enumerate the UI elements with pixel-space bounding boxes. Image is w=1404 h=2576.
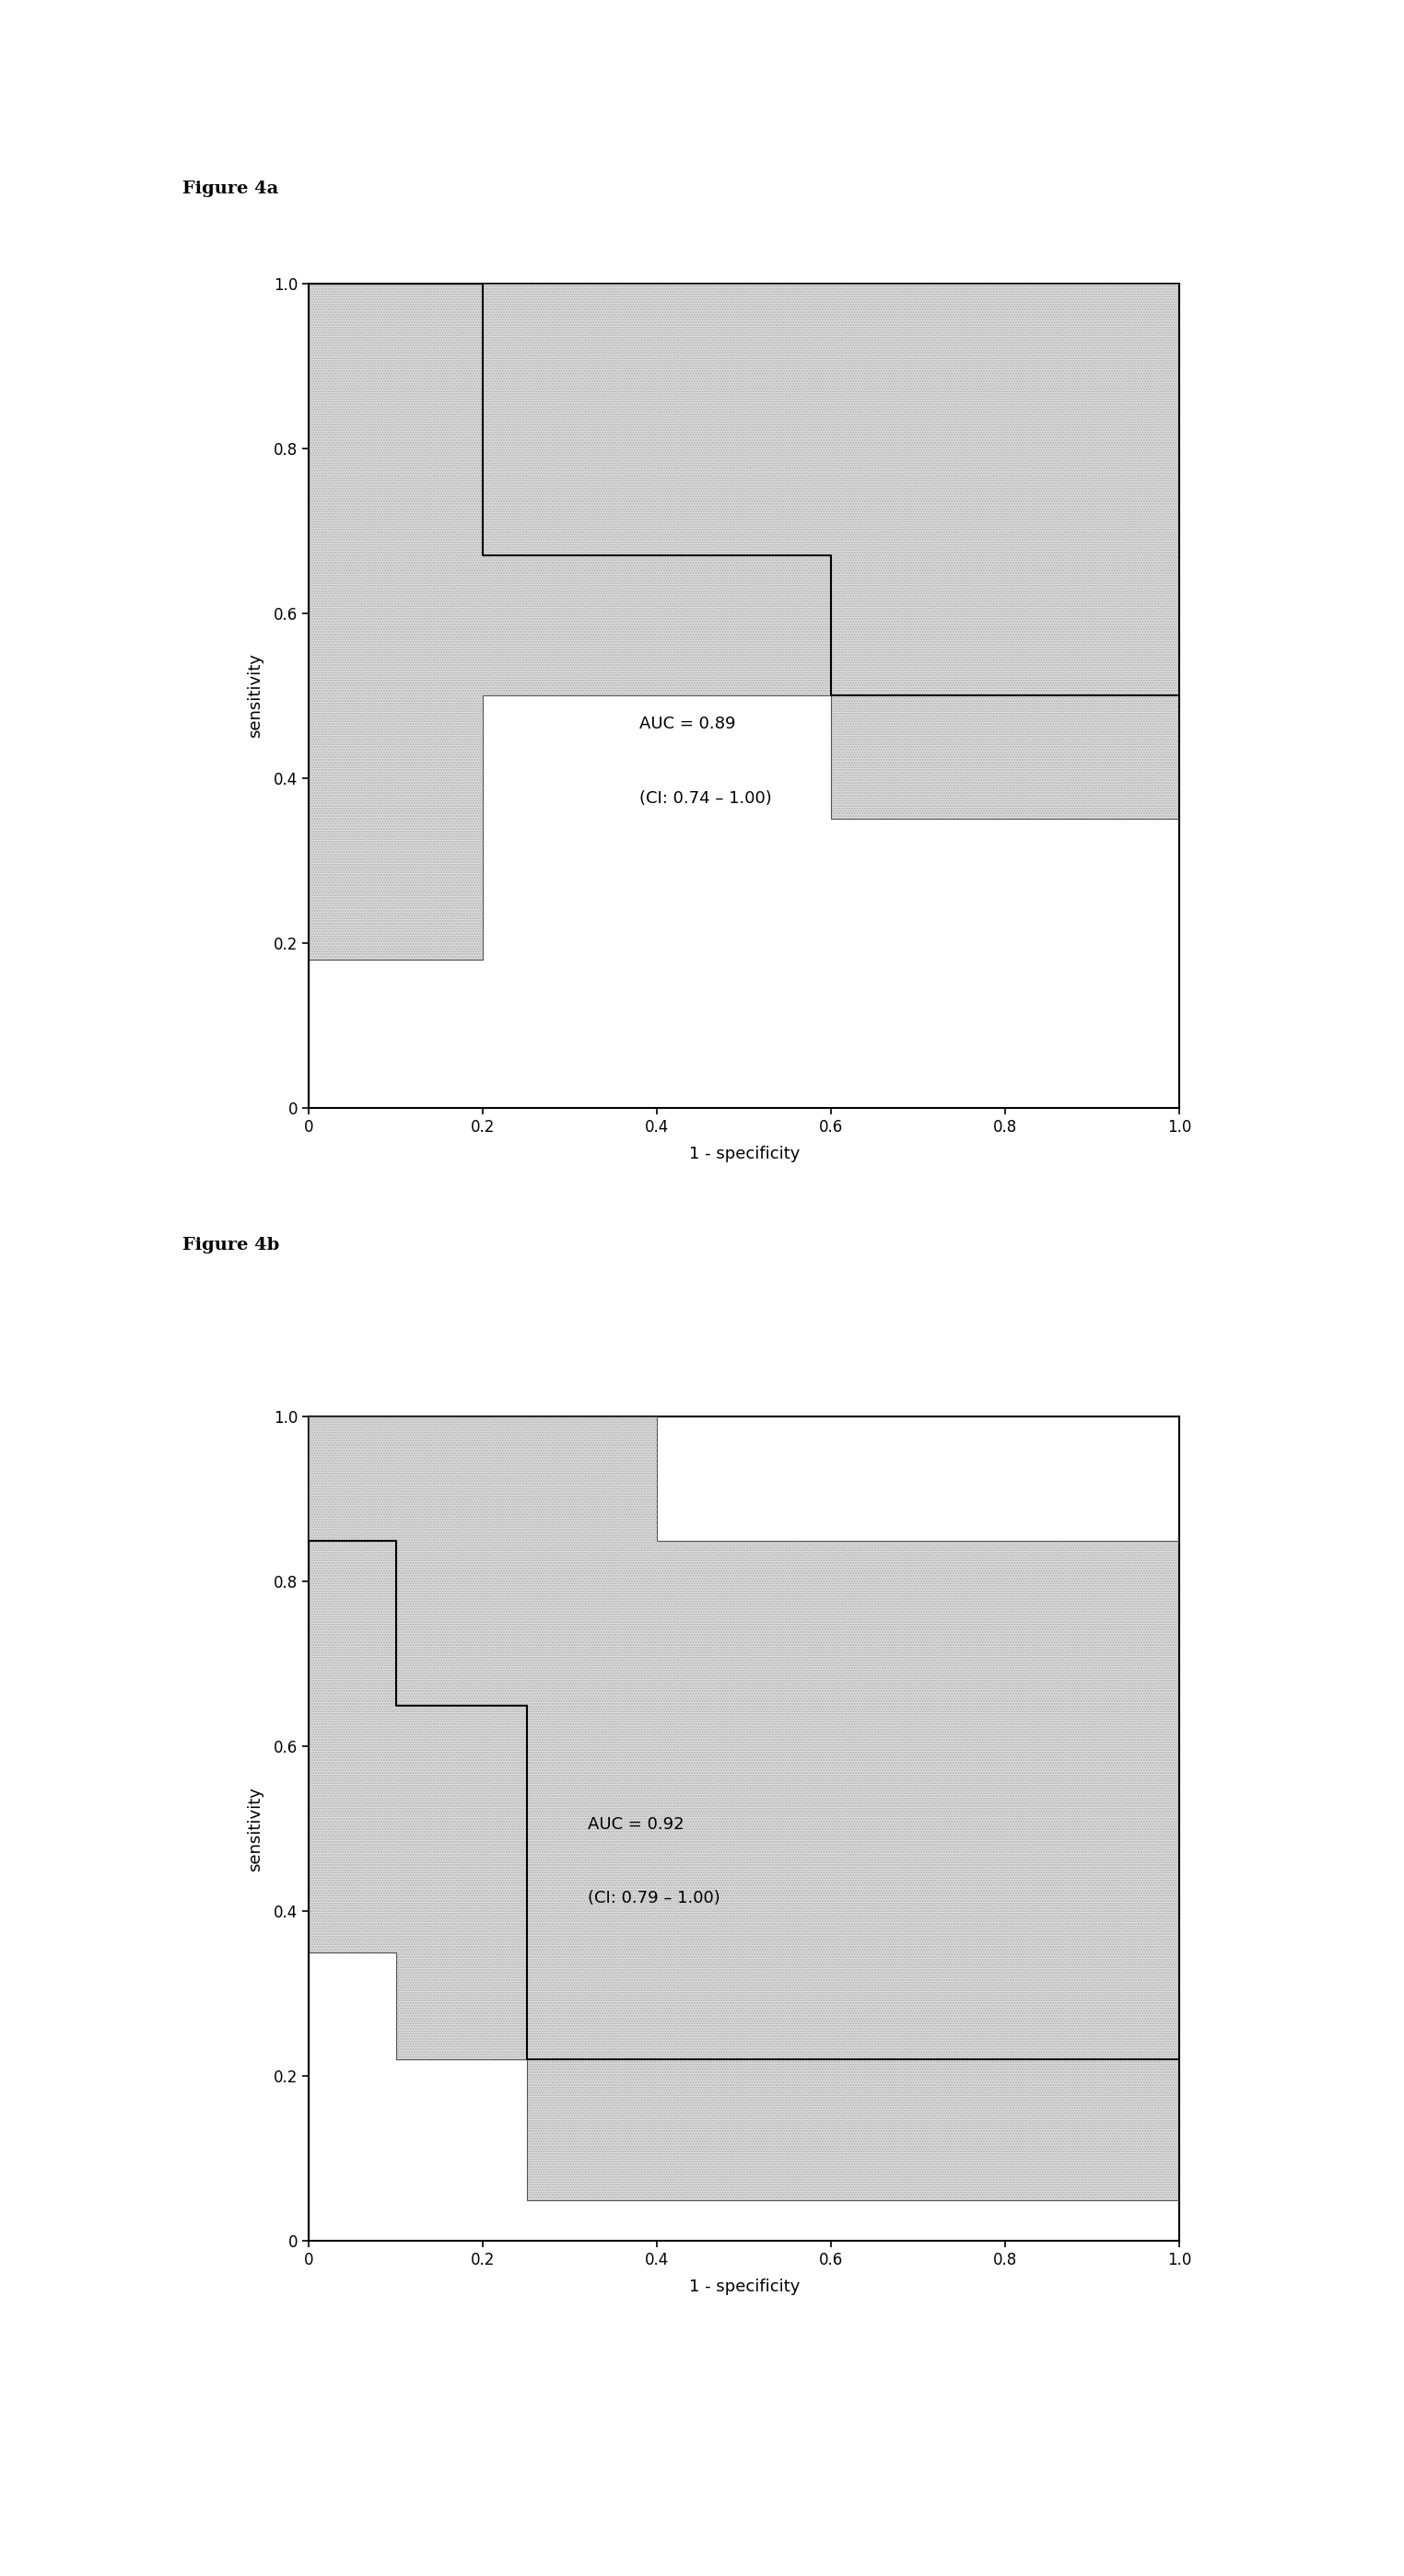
- X-axis label: 1 - specificity: 1 - specificity: [689, 2280, 799, 2295]
- Text: (CI: 0.74 – 1.00): (CI: 0.74 – 1.00): [640, 791, 772, 806]
- Text: Figure 4a: Figure 4a: [183, 180, 278, 196]
- Y-axis label: sensitivity: sensitivity: [247, 654, 264, 737]
- Text: AUC = 0.92: AUC = 0.92: [587, 1816, 684, 1832]
- Y-axis label: sensitivity: sensitivity: [247, 1788, 264, 1870]
- Text: AUC = 0.89: AUC = 0.89: [640, 716, 736, 732]
- Polygon shape: [309, 1417, 1179, 2241]
- Text: (CI: 0.79 – 1.00): (CI: 0.79 – 1.00): [587, 1891, 720, 1906]
- Polygon shape: [309, 283, 1179, 1108]
- Text: Figure 4b: Figure 4b: [183, 1236, 279, 1252]
- X-axis label: 1 - specificity: 1 - specificity: [689, 1146, 799, 1162]
